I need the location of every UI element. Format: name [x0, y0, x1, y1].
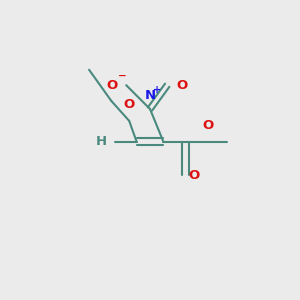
Text: +: + — [153, 85, 161, 95]
Text: O: O — [176, 79, 188, 92]
Text: O: O — [188, 169, 200, 182]
Text: O: O — [202, 119, 214, 132]
Text: −: − — [118, 71, 127, 81]
Text: O: O — [124, 98, 135, 111]
Text: H: H — [96, 135, 107, 148]
Text: O: O — [106, 79, 117, 92]
Text: N: N — [144, 88, 156, 102]
